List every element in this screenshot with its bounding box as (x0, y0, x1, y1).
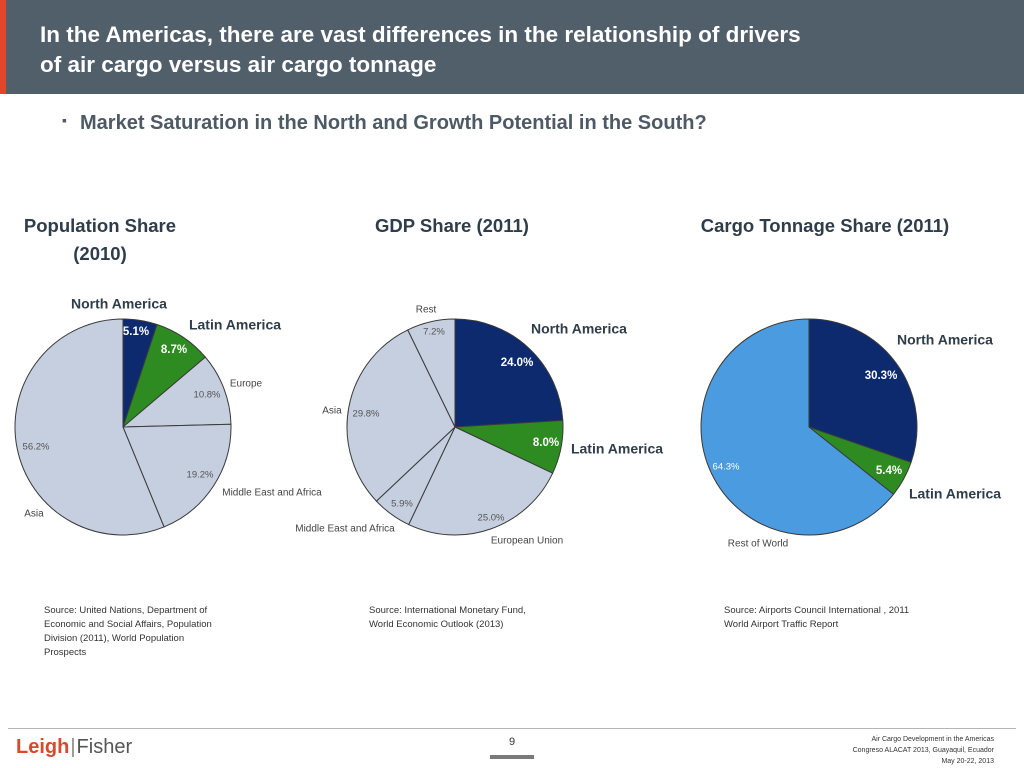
pie3-value-latin-america: 5.4% (876, 465, 902, 477)
page-number: 9 (508, 736, 516, 748)
gdp-chart-title: GDP Share (2011) (375, 215, 529, 236)
pie2-label-rest: Rest (416, 305, 437, 316)
cargo-source: Source: Airports Council International ,… (724, 605, 910, 630)
pie2-value-latin-america: 8.0% (533, 437, 559, 449)
leighfisher-logo: Leigh|Fisher (16, 736, 132, 759)
pie2-value-asia: 29.8% (353, 409, 380, 420)
footer-divider (8, 728, 1016, 729)
page-indicator-bar (490, 755, 534, 759)
cargo-chart-title: Cargo Tonnage Share (2011) (700, 215, 950, 236)
pie3-label-rest-of-world: Rest of World (728, 539, 788, 550)
pie1-value-latin-america: 8.7% (161, 344, 187, 356)
slide-subtitle: Market Saturation in the North and Growt… (80, 112, 707, 134)
pie2-label-north-america: North America (531, 321, 627, 337)
pie2-label-latin-america: Latin America (571, 441, 663, 457)
pie2-slice-rest (407, 318, 456, 428)
pie1-slice-europe (121, 356, 232, 428)
pie1-value-europe: 10.8% (194, 390, 221, 401)
pie1-value-middle-east-and-africa: 19.2% (187, 470, 214, 481)
slide-title: In the Americas, there are vast differen… (40, 22, 801, 77)
header-bar: In the Americas, there are vast differen… (0, 0, 1024, 94)
pie3-label-north-america: North America (897, 332, 993, 348)
pie2-label-asia: Asia (322, 406, 342, 417)
pie1-label-europe: Europe (230, 379, 263, 390)
pie1-slice-asia (14, 318, 165, 536)
pie1-label-asia: Asia (24, 509, 44, 520)
pie1-value-north-america: 5.1% (123, 326, 149, 338)
pie2-value-middle-east-and-africa: 5.9% (391, 499, 413, 510)
pie2-label-middle-east-and-africa: Middle East and Africa (295, 524, 395, 535)
bullet-icon: ▪ (62, 112, 67, 128)
header-accent (0, 0, 6, 94)
gdp-source: Source: International Monetary Fund, Wor… (369, 605, 526, 630)
population-chart-title: Population Share (2010) (23, 215, 177, 264)
pie1-label-latin-america: Latin America (189, 317, 281, 333)
pie3-value-rest-of-world: 64.3% (713, 462, 740, 473)
pie1-slice-middle-east-and-africa (122, 423, 232, 528)
pie3-slice-rest-of-world (700, 318, 895, 536)
logo-leigh: Leigh (16, 736, 70, 758)
pie2-value-european-union: 25.0% (478, 513, 505, 524)
pie1-label-middle-east-and-africa: Middle East and Africa (222, 488, 322, 499)
pie1-value-asia: 56.2% (23, 442, 50, 453)
pie2-slice-asia (346, 329, 456, 502)
pie3-value-north-america: 30.3% (865, 370, 898, 382)
population-source: Source: United Nations, Department of Ec… (44, 605, 212, 658)
pie2-value-north-america: 24.0% (501, 357, 534, 369)
pie2-slice-north-america (454, 318, 564, 428)
pie2-label-european-union: European Union (491, 536, 563, 547)
pie2-value-rest: 7.2% (423, 327, 445, 338)
logo-fisher: Fisher (76, 736, 133, 758)
pie2-slice-european-union (408, 426, 554, 536)
footer-event-note: Air Cargo Development in the Americas Co… (852, 736, 994, 765)
pie3-slice-north-america (808, 318, 918, 463)
pie3-label-latin-america: Latin America (909, 486, 1001, 502)
pie1-label-north-america: North America (71, 296, 167, 312)
logo-separator: | (70, 736, 76, 758)
